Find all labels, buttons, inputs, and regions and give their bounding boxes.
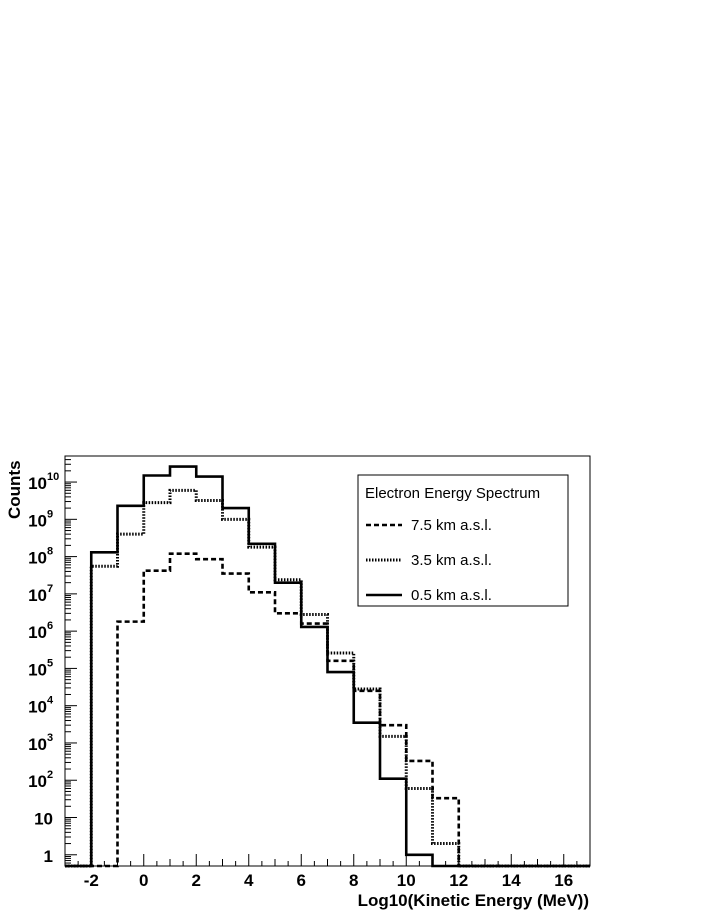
- y-tick-label: 10 3: [28, 732, 53, 754]
- y-tick-label: 10 5: [28, 657, 53, 679]
- y-tick-base: 1: [44, 847, 53, 866]
- y-tick-base: 10: [28, 586, 47, 605]
- x-tick-label: 12: [449, 871, 468, 890]
- y-tick-base: 10: [28, 474, 47, 493]
- y-tick-exponent: 3: [47, 732, 53, 744]
- x-tick-label: 16: [554, 871, 573, 890]
- y-tick-base: 10: [28, 623, 47, 642]
- y-tick-label: 10 4: [28, 695, 54, 717]
- y-tick-label: 10 7: [28, 583, 53, 605]
- y-tick-exponent: 9: [47, 508, 53, 520]
- y-tick-base: 10: [28, 511, 47, 530]
- y-tick-label: 10: [34, 810, 53, 829]
- y-tick-base: 10: [28, 660, 47, 679]
- y-axis-title: Counts: [5, 460, 24, 519]
- y-tick-label: 10 9: [28, 508, 53, 530]
- x-tick-label: 2: [192, 871, 201, 890]
- y-tick-exponent: 2: [47, 769, 53, 781]
- legend-label: 3.5 km a.s.l.: [411, 552, 492, 569]
- legend-label: 0.5 km a.s.l.: [411, 587, 492, 604]
- legend-title: Electron Energy Spectrum: [365, 485, 540, 502]
- y-tick-exponent: 6: [47, 620, 53, 632]
- x-tick-label: -2: [84, 871, 99, 890]
- x-tick-label: 6: [297, 871, 306, 890]
- y-tick-base: 10: [34, 810, 53, 829]
- x-axis-title: Log10(Kinetic Energy (MeV)): [358, 891, 589, 910]
- y-tick-base: 10: [28, 772, 47, 791]
- y-tick-base: 10: [28, 735, 47, 754]
- y-tick-exponent: 5: [47, 657, 53, 669]
- y-tick-exponent: 10: [47, 471, 59, 483]
- y-tick-exponent: 8: [47, 546, 53, 558]
- legend-entries: 7.5 km a.s.l. 3.5 km a.s.l. 0.5 km a.s.l.: [366, 517, 492, 604]
- legend: Electron Energy Spectrum 7.5 km a.s.l. 3.…: [357, 474, 569, 607]
- y-tick-exponent: 7: [47, 583, 53, 595]
- y-tick-label: 10 2: [28, 769, 53, 791]
- x-tick-label: 8: [349, 871, 358, 890]
- x-tick-label: 10: [397, 871, 416, 890]
- series-layer: [65, 465, 590, 868]
- series-line-solid: [65, 465, 590, 868]
- legend-label: 7.5 km a.s.l.: [411, 517, 492, 534]
- y-tick-base: 10: [28, 549, 47, 568]
- y-tick-label: 10 8: [28, 546, 53, 568]
- y-tick-label: 10 6: [28, 620, 53, 642]
- legend-box: [357, 474, 569, 607]
- y-tick-exponent: 4: [47, 695, 54, 707]
- x-tick-label: 0: [139, 871, 148, 890]
- y-tick-label: 1: [44, 847, 53, 866]
- y-tick-base: 10: [28, 698, 47, 717]
- x-tick-label: 14: [502, 871, 521, 890]
- y-tick-label: 10 10: [28, 471, 59, 493]
- x-tick-label: 4: [244, 871, 254, 890]
